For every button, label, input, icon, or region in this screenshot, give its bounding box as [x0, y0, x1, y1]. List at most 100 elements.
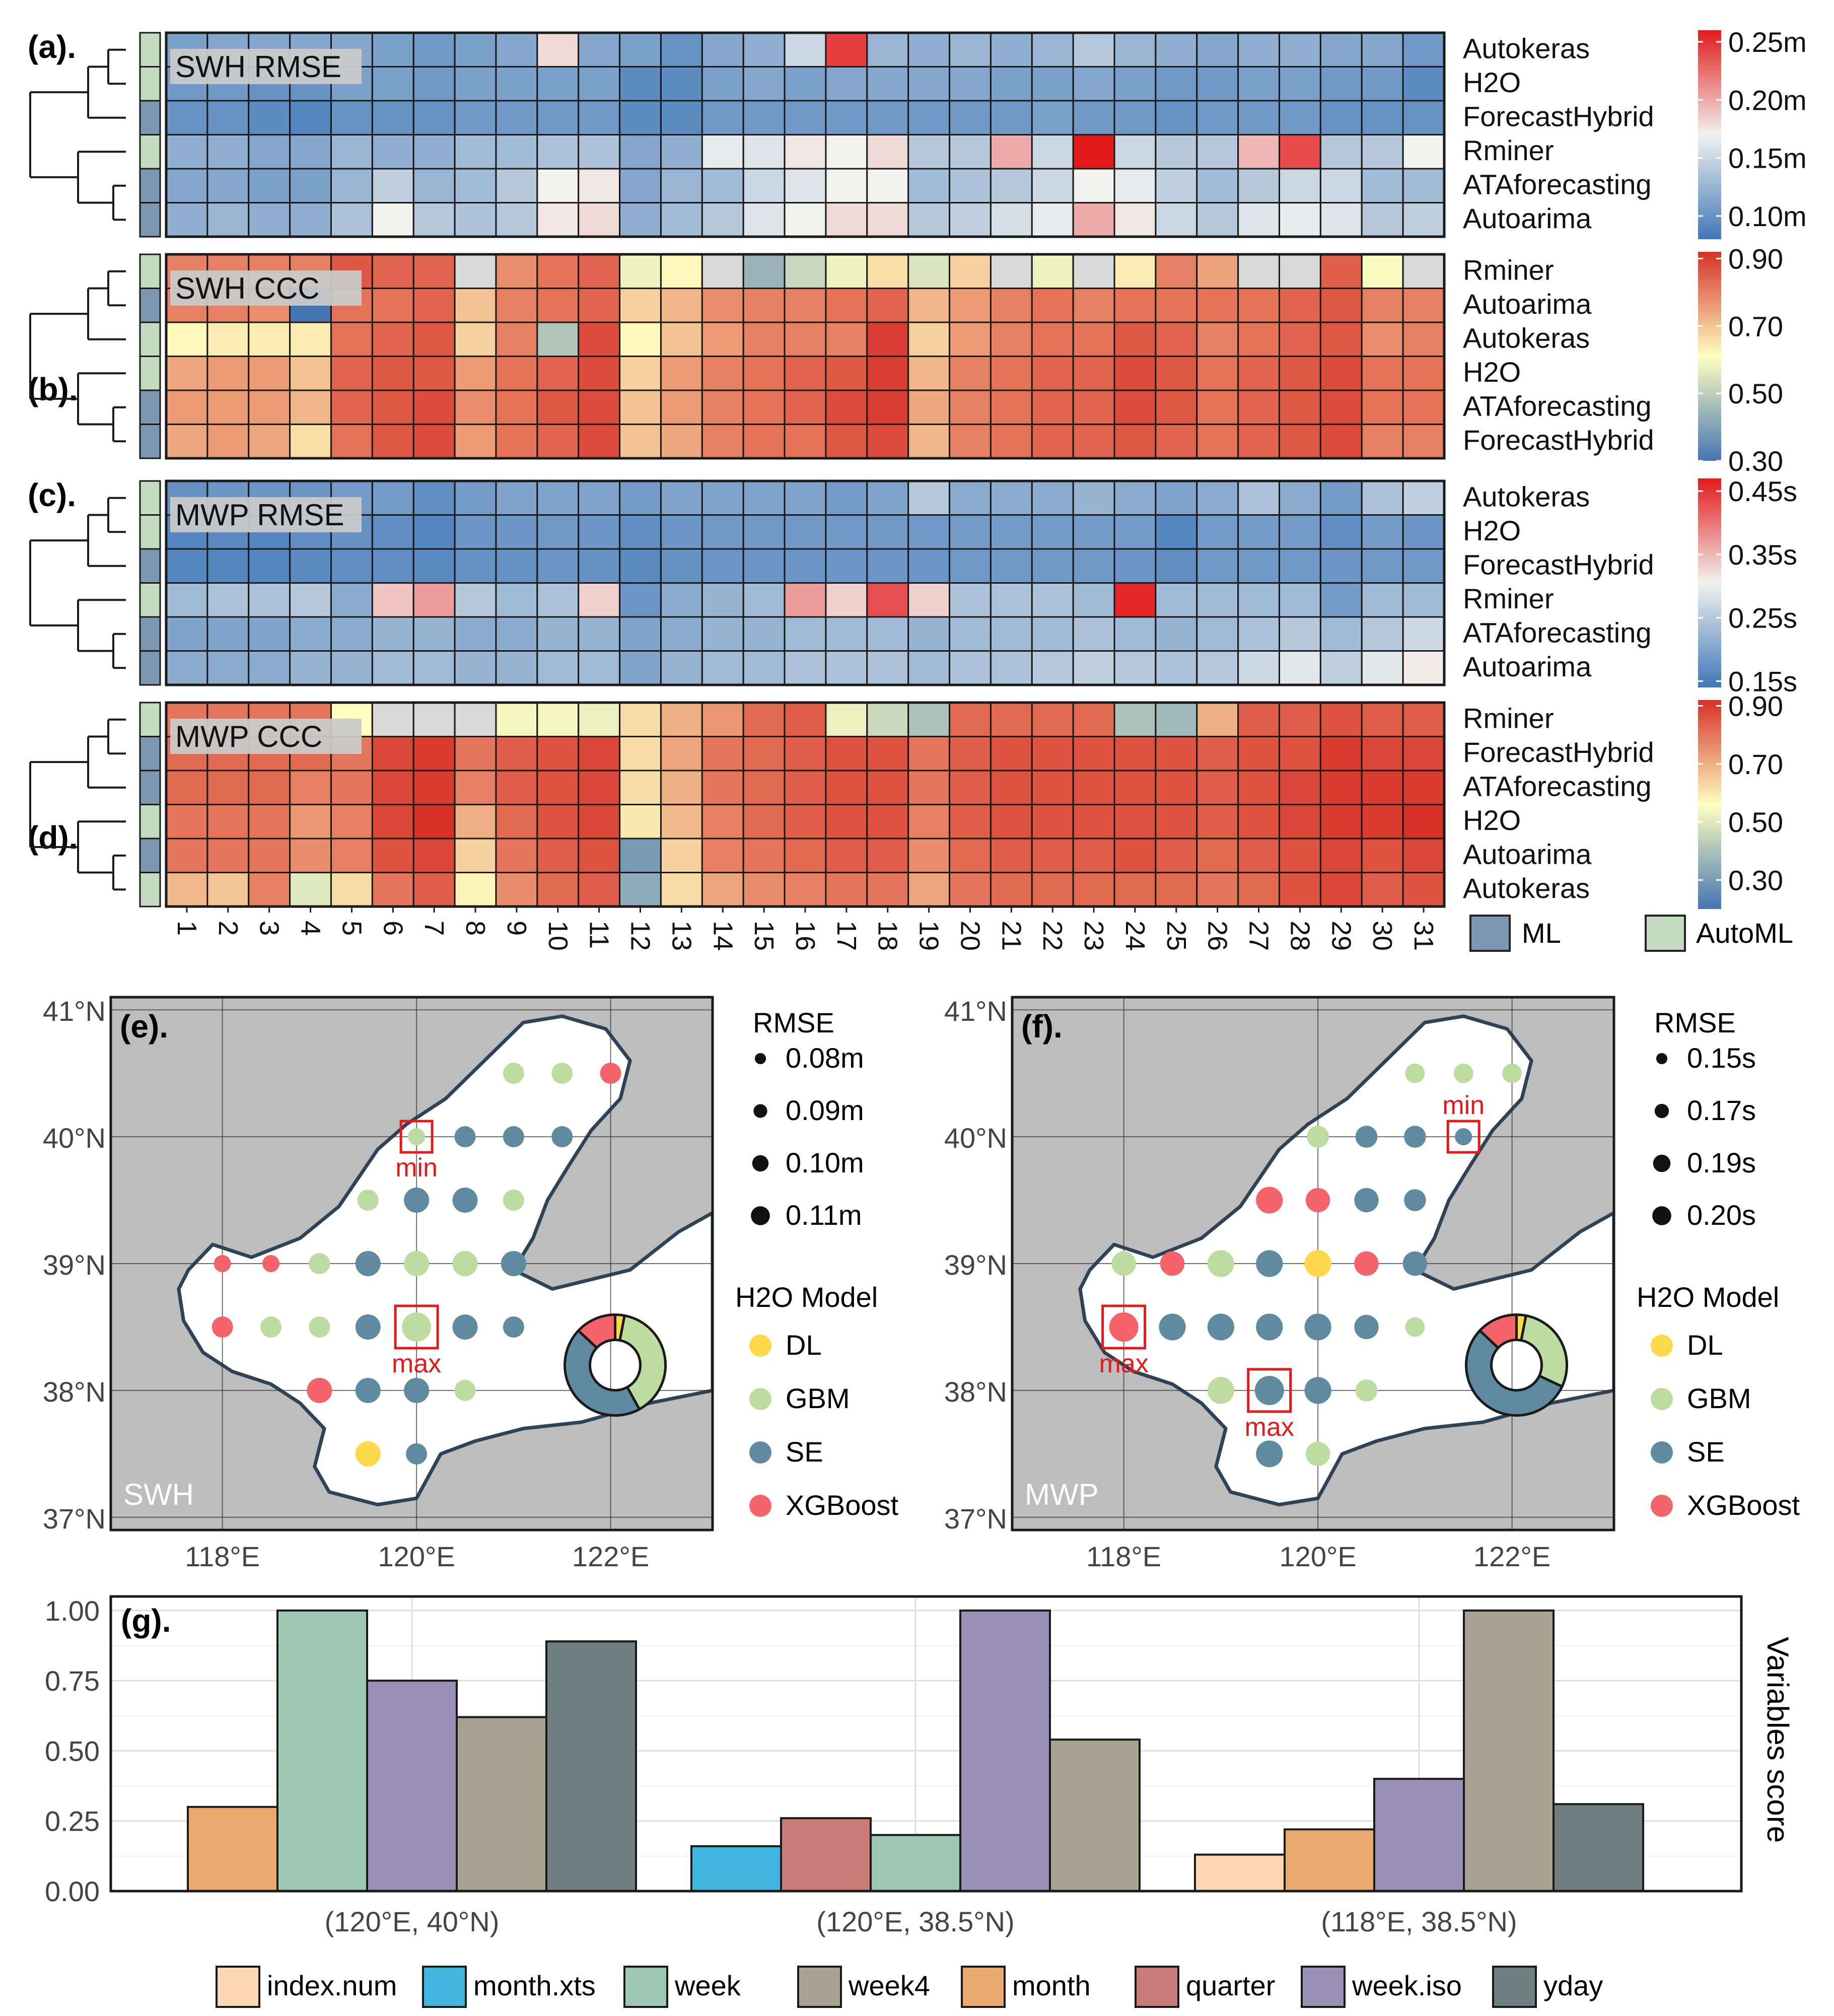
- heatmap-cell: [578, 321, 621, 357]
- heatmap-cell: [1196, 514, 1239, 550]
- heatmap-cell: [825, 253, 868, 289]
- heatmap-cell: [248, 804, 291, 840]
- heatmap-cell: [1279, 253, 1321, 289]
- heatmap-cell: [412, 66, 456, 102]
- heatmap-cell: [1155, 616, 1198, 652]
- heatmap-cell: [825, 321, 868, 357]
- heatmap-cell: [784, 389, 827, 425]
- heatmap-cell: [495, 480, 538, 516]
- heatmap-cell: [165, 616, 208, 652]
- heatmap-cell: [1402, 66, 1445, 102]
- row-group-swatch: [139, 702, 161, 737]
- heatmap-title: SWH RMSE: [175, 50, 341, 84]
- heatmap-cell: [495, 872, 538, 908]
- heatmap-cell: [1279, 804, 1321, 840]
- heatmap-cell: [866, 424, 909, 459]
- heatmap-cell: [619, 480, 662, 516]
- heatmap-cell: [1031, 134, 1074, 170]
- heatmap-cell: [825, 650, 868, 686]
- heatmap-cell: [165, 838, 208, 873]
- heatmap-cell: [412, 770, 456, 805]
- colorbar-tick-label: 0.10m: [1728, 200, 1807, 232]
- heatmap-cell: [371, 253, 414, 289]
- heatmap-cell: [949, 548, 992, 584]
- heatmap-cell: [1319, 480, 1363, 516]
- x-tick-label: 5: [336, 921, 367, 936]
- heatmap-cell: [1319, 321, 1363, 357]
- station-point: [1256, 1313, 1283, 1341]
- row-label: Rminer: [1463, 134, 1554, 166]
- size-legend-dot: [1653, 1154, 1671, 1172]
- heatmap-cell: [784, 872, 827, 908]
- heatmap-cell: [536, 650, 580, 686]
- heatmap-cell: [412, 202, 456, 238]
- heatmap-cell: [206, 616, 250, 652]
- heatmap-cell: [1402, 702, 1445, 737]
- heatmap-cell: [619, 424, 662, 459]
- heatmap-cell: [660, 616, 703, 652]
- heatmap-title: MWP RMSE: [175, 498, 344, 532]
- heatmap-cell: [248, 838, 291, 873]
- corner-label: MWP: [1025, 1478, 1099, 1511]
- heatmap-cell: [1113, 770, 1157, 805]
- bar: [545, 1640, 637, 1892]
- heatmap-cell: [206, 548, 250, 584]
- heatmap-cell: [866, 100, 909, 135]
- heatmap-cell: [1072, 321, 1115, 357]
- heatmap-cell: [1319, 582, 1363, 618]
- model-legend-title: H2O Model: [735, 1281, 878, 1313]
- heatmap-cell: [248, 356, 291, 391]
- heatmap-cell: [578, 356, 621, 391]
- bar: [959, 1609, 1051, 1893]
- heatmap-cell: [536, 100, 580, 135]
- colorbar-tick-label: 0.30: [1728, 445, 1783, 477]
- station-point: [1307, 1126, 1329, 1148]
- model-legend-dot: [749, 1495, 771, 1517]
- x-tick-label: 28: [1285, 921, 1315, 951]
- heatmap-cell: [1072, 582, 1115, 618]
- heatmap-cell: [949, 389, 992, 425]
- heatmap-cell: [949, 514, 992, 550]
- heatmap-cell: [412, 253, 456, 289]
- row-group-swatch: [139, 321, 161, 357]
- heatmap-cell: [619, 702, 662, 737]
- heatmap-cell: [330, 202, 373, 238]
- heatmap-cell: [1361, 650, 1404, 686]
- heatmap-cell: [1319, 66, 1363, 102]
- legend-swatch: [1492, 1966, 1537, 2008]
- heatmap-cell: [660, 480, 703, 516]
- legend-swatch: [797, 1966, 842, 2008]
- station-point: [211, 1316, 233, 1338]
- station-point: [501, 1251, 526, 1276]
- heatmap-cell: [495, 770, 538, 805]
- heatmap-cell: [1361, 66, 1404, 102]
- heatmap-cell: [1155, 389, 1198, 425]
- heatmap-cell: [784, 288, 827, 323]
- heatmap-cell: [1196, 582, 1239, 618]
- heatmap-cell: [371, 321, 414, 357]
- bar: [366, 1680, 458, 1892]
- heatmap-cell: [412, 288, 456, 323]
- heatmap-cell: [371, 514, 414, 550]
- heatmap-cell: [866, 650, 909, 686]
- heatmap-cell: [619, 356, 662, 391]
- model-legend-dot: [1651, 1441, 1673, 1464]
- station-point: [1402, 1251, 1428, 1276]
- heatmap-cell: [701, 66, 744, 102]
- heatmap-cell: [866, 66, 909, 102]
- heatmap-cell: [990, 389, 1033, 425]
- heatmap-cell: [1279, 168, 1321, 203]
- heatmap-cell: [949, 32, 992, 67]
- heatmap-cell: [990, 100, 1033, 135]
- heatmap-cell: [990, 616, 1033, 652]
- heatmap-cell: [495, 168, 538, 203]
- heatmap-cell: [578, 872, 621, 908]
- heatmap-cell: [990, 134, 1033, 170]
- heatmap-cell: [866, 838, 909, 873]
- donut-slice: [577, 1313, 617, 1350]
- heatmap-cell: [495, 253, 538, 289]
- heatmap-cell: [1155, 702, 1198, 737]
- heatmap-cell: [165, 321, 208, 357]
- heatmap-cell: [1196, 650, 1239, 686]
- heatmap-cell: [1031, 616, 1074, 652]
